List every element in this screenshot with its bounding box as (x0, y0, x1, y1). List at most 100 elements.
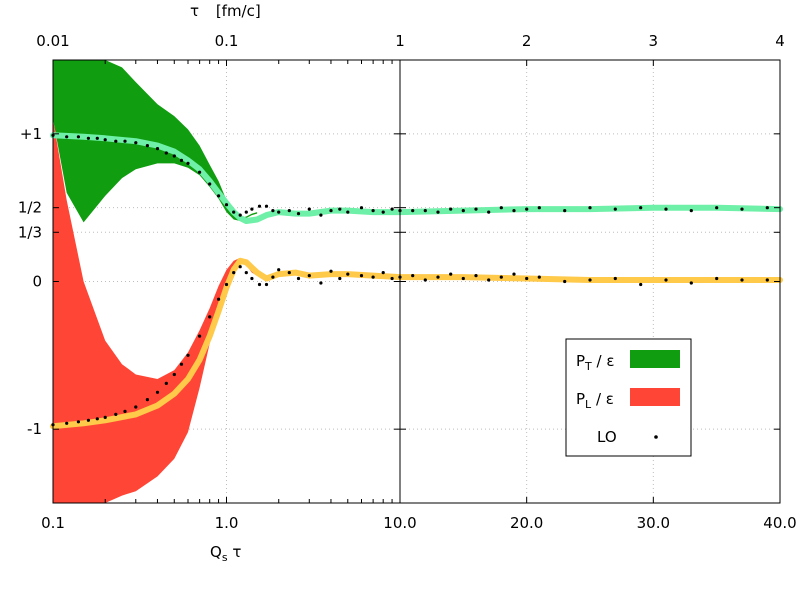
lo-point-pl (198, 334, 202, 338)
lo-point-pl (179, 362, 184, 366)
bottom-axis-q: Q (210, 543, 222, 561)
lo-point-pl (277, 268, 281, 272)
lo-point-pt (329, 209, 333, 213)
series-curves (50, 132, 783, 430)
lo-point-pt (487, 210, 491, 214)
lo-point-pl (512, 272, 516, 276)
y-tick-label: -1 (27, 420, 42, 438)
lo-point-pt (411, 209, 415, 213)
lo-point-pl (145, 398, 149, 402)
lo-point-pl (588, 278, 592, 282)
band-pt (53, 60, 258, 223)
bottom-axis-tau: τ (228, 543, 242, 561)
y-tick-label: 0 (32, 273, 42, 291)
lo-point-pt (76, 135, 80, 139)
lo-point-pl (217, 297, 221, 301)
lo-point-pl (244, 271, 248, 275)
lo-point-pt (217, 194, 221, 198)
lo-point-pl (689, 281, 693, 285)
lo-point-pl (155, 390, 160, 394)
lo-points (51, 133, 769, 427)
lo-point-pl (346, 272, 350, 276)
lo-point-pt (224, 203, 229, 207)
bottom-tick-label: 20.0 (510, 514, 543, 532)
lo-point-pl (271, 275, 275, 279)
lo-point-pt (319, 213, 323, 217)
lo-point-pt (765, 206, 769, 210)
bottom-tick-label: 30.0 (637, 514, 670, 532)
lo-point-pl (423, 278, 427, 282)
lo-point-pl (715, 276, 719, 281)
lo-point-pl (307, 274, 311, 278)
top-axis-title: τ [fm/c] (190, 2, 261, 20)
lo-point-pt (525, 207, 529, 211)
lo-point-pl (123, 409, 127, 413)
lo-point-pt (423, 209, 427, 213)
bottom-tick-label: 0.1 (41, 514, 65, 532)
lo-point-pl (436, 275, 440, 279)
legend-label-pl: PL / ε (576, 390, 614, 411)
lo-point-pt (179, 158, 184, 162)
lo-point-pt (499, 206, 503, 210)
lo-point-pt (664, 207, 668, 211)
lo-point-pt (123, 139, 127, 143)
lo-point-pt (264, 204, 269, 208)
lo-point-pl (371, 275, 375, 279)
lo-point-pt (103, 138, 107, 142)
lo-point-pl (114, 412, 118, 416)
legend: PT / ε PL / ε LO (565, 338, 692, 457)
lo-point-pl (65, 421, 69, 425)
lo-point-pt (277, 210, 281, 214)
y-tick-label: 1/2 (18, 199, 42, 217)
lo-point-pt (250, 207, 254, 211)
lo-point-pt (172, 154, 176, 158)
lo-point-pl (238, 265, 242, 269)
lo-point-pl (224, 282, 229, 287)
lo-point-pl (359, 274, 364, 278)
lo-point-pt (359, 206, 364, 210)
lo-point-pt (271, 209, 275, 213)
lo-point-pl (563, 279, 567, 284)
lo-point-pt (238, 213, 242, 217)
curve-pt (50, 132, 783, 224)
lo-point-pl (474, 274, 478, 278)
lo-point-pt (371, 209, 375, 213)
lo-point-pt (390, 207, 394, 211)
lo-point-pl (525, 276, 529, 281)
axis-ticks: 0.1 1.0 10.0 20.0 30.0 40.0 0.01 0.1 1 2 3 4 +1 1/2 1/… (18, 32, 797, 532)
lo-point-pt (114, 139, 118, 143)
lo-point-pl (537, 275, 541, 279)
lo-point-pt (307, 207, 311, 211)
legend-marker-lo (654, 435, 658, 439)
bottom-tick-label: 10.0 (383, 514, 416, 532)
lo-point-pt (689, 209, 693, 213)
lo-point-pt (198, 170, 202, 174)
lo-point-pt (208, 182, 212, 186)
lo-point-pl (296, 276, 301, 281)
lo-point-pt (287, 209, 291, 213)
lo-point-pl (449, 272, 453, 276)
lo-point-pt (65, 135, 69, 139)
lo-point-pl (390, 276, 394, 281)
lo-point-pl (329, 269, 333, 273)
lo-point-pt (186, 161, 190, 165)
bottom-tick-label: 40.0 (763, 514, 796, 532)
lo-point-pt (449, 207, 453, 211)
lo-point-pl (765, 278, 769, 282)
lo-point-pt (296, 212, 301, 216)
lo-point-pl (740, 278, 744, 282)
lo-point-pt (740, 207, 744, 211)
band-pl (53, 119, 258, 503)
lo-point-pt (346, 210, 350, 214)
bottom-axis-title: Qs τ (210, 543, 241, 564)
lo-point-pt (257, 204, 262, 208)
lo-point-pt (381, 210, 385, 214)
lo-point-pl (164, 381, 168, 385)
lo-point-pl (287, 271, 291, 275)
lo-point-pt (145, 144, 149, 148)
lo-point-pl (264, 282, 269, 287)
lo-point-pl (461, 276, 465, 281)
top-tick-label: 3 (649, 32, 659, 50)
legend-swatch-pt (630, 350, 680, 368)
lo-point-pt (134, 141, 138, 145)
